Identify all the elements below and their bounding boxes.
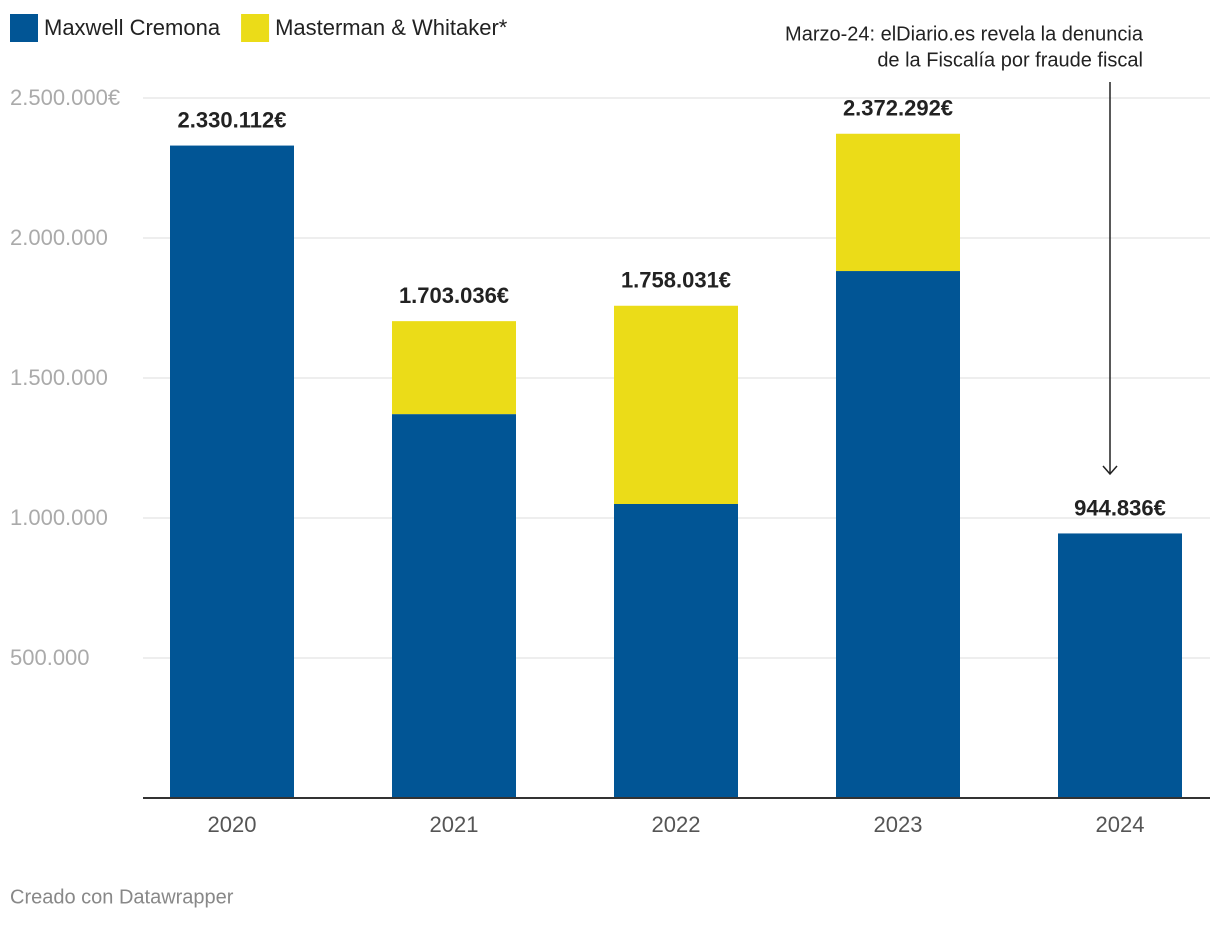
bar-segment bbox=[614, 305, 738, 504]
footer: Creado con Datawrapper bbox=[10, 886, 234, 908]
annotation: Marzo-24: elDiario.es revela la denuncia bbox=[785, 23, 1144, 45]
total-label: 1.703.036€ bbox=[399, 283, 509, 308]
legend-label: Maxwell Cremona bbox=[44, 15, 221, 40]
bar-segment bbox=[1058, 533, 1182, 798]
y-tick-label: 1.000.000 bbox=[10, 505, 108, 530]
bar-segment bbox=[170, 145, 294, 799]
legend-swatch bbox=[241, 14, 270, 42]
bar-segment bbox=[836, 133, 960, 272]
y-tick-label: 2.500.000€ bbox=[10, 85, 120, 110]
legend-label: Masterman & Whitaker* bbox=[275, 15, 508, 40]
bar-segment bbox=[392, 321, 516, 415]
y-tick-label: 500.000 bbox=[10, 645, 90, 670]
x-tick-label: 2024 bbox=[1096, 812, 1145, 837]
bar-segment bbox=[392, 414, 516, 798]
y-tick-label: 1.500.000 bbox=[10, 365, 108, 390]
bar-segment bbox=[836, 271, 960, 798]
annotation: de la Fiscalía por fraude fiscal bbox=[877, 49, 1143, 71]
x-tick-label: 2021 bbox=[430, 812, 479, 837]
legend-swatch bbox=[10, 14, 38, 42]
bar-segment bbox=[614, 504, 738, 798]
total-label: 1.758.031€ bbox=[621, 268, 731, 293]
total-label: 944.836€ bbox=[1074, 495, 1166, 520]
total-label: 2.372.292€ bbox=[843, 96, 953, 121]
annotation-arrowhead bbox=[1102, 465, 1118, 476]
y-tick-label: 2.000.000 bbox=[10, 225, 108, 250]
total-label: 2.330.112€ bbox=[178, 107, 287, 132]
x-tick-label: 2023 bbox=[874, 812, 923, 837]
x-tick-label: 2020 bbox=[208, 812, 257, 837]
x-tick-label: 2022 bbox=[652, 812, 701, 837]
